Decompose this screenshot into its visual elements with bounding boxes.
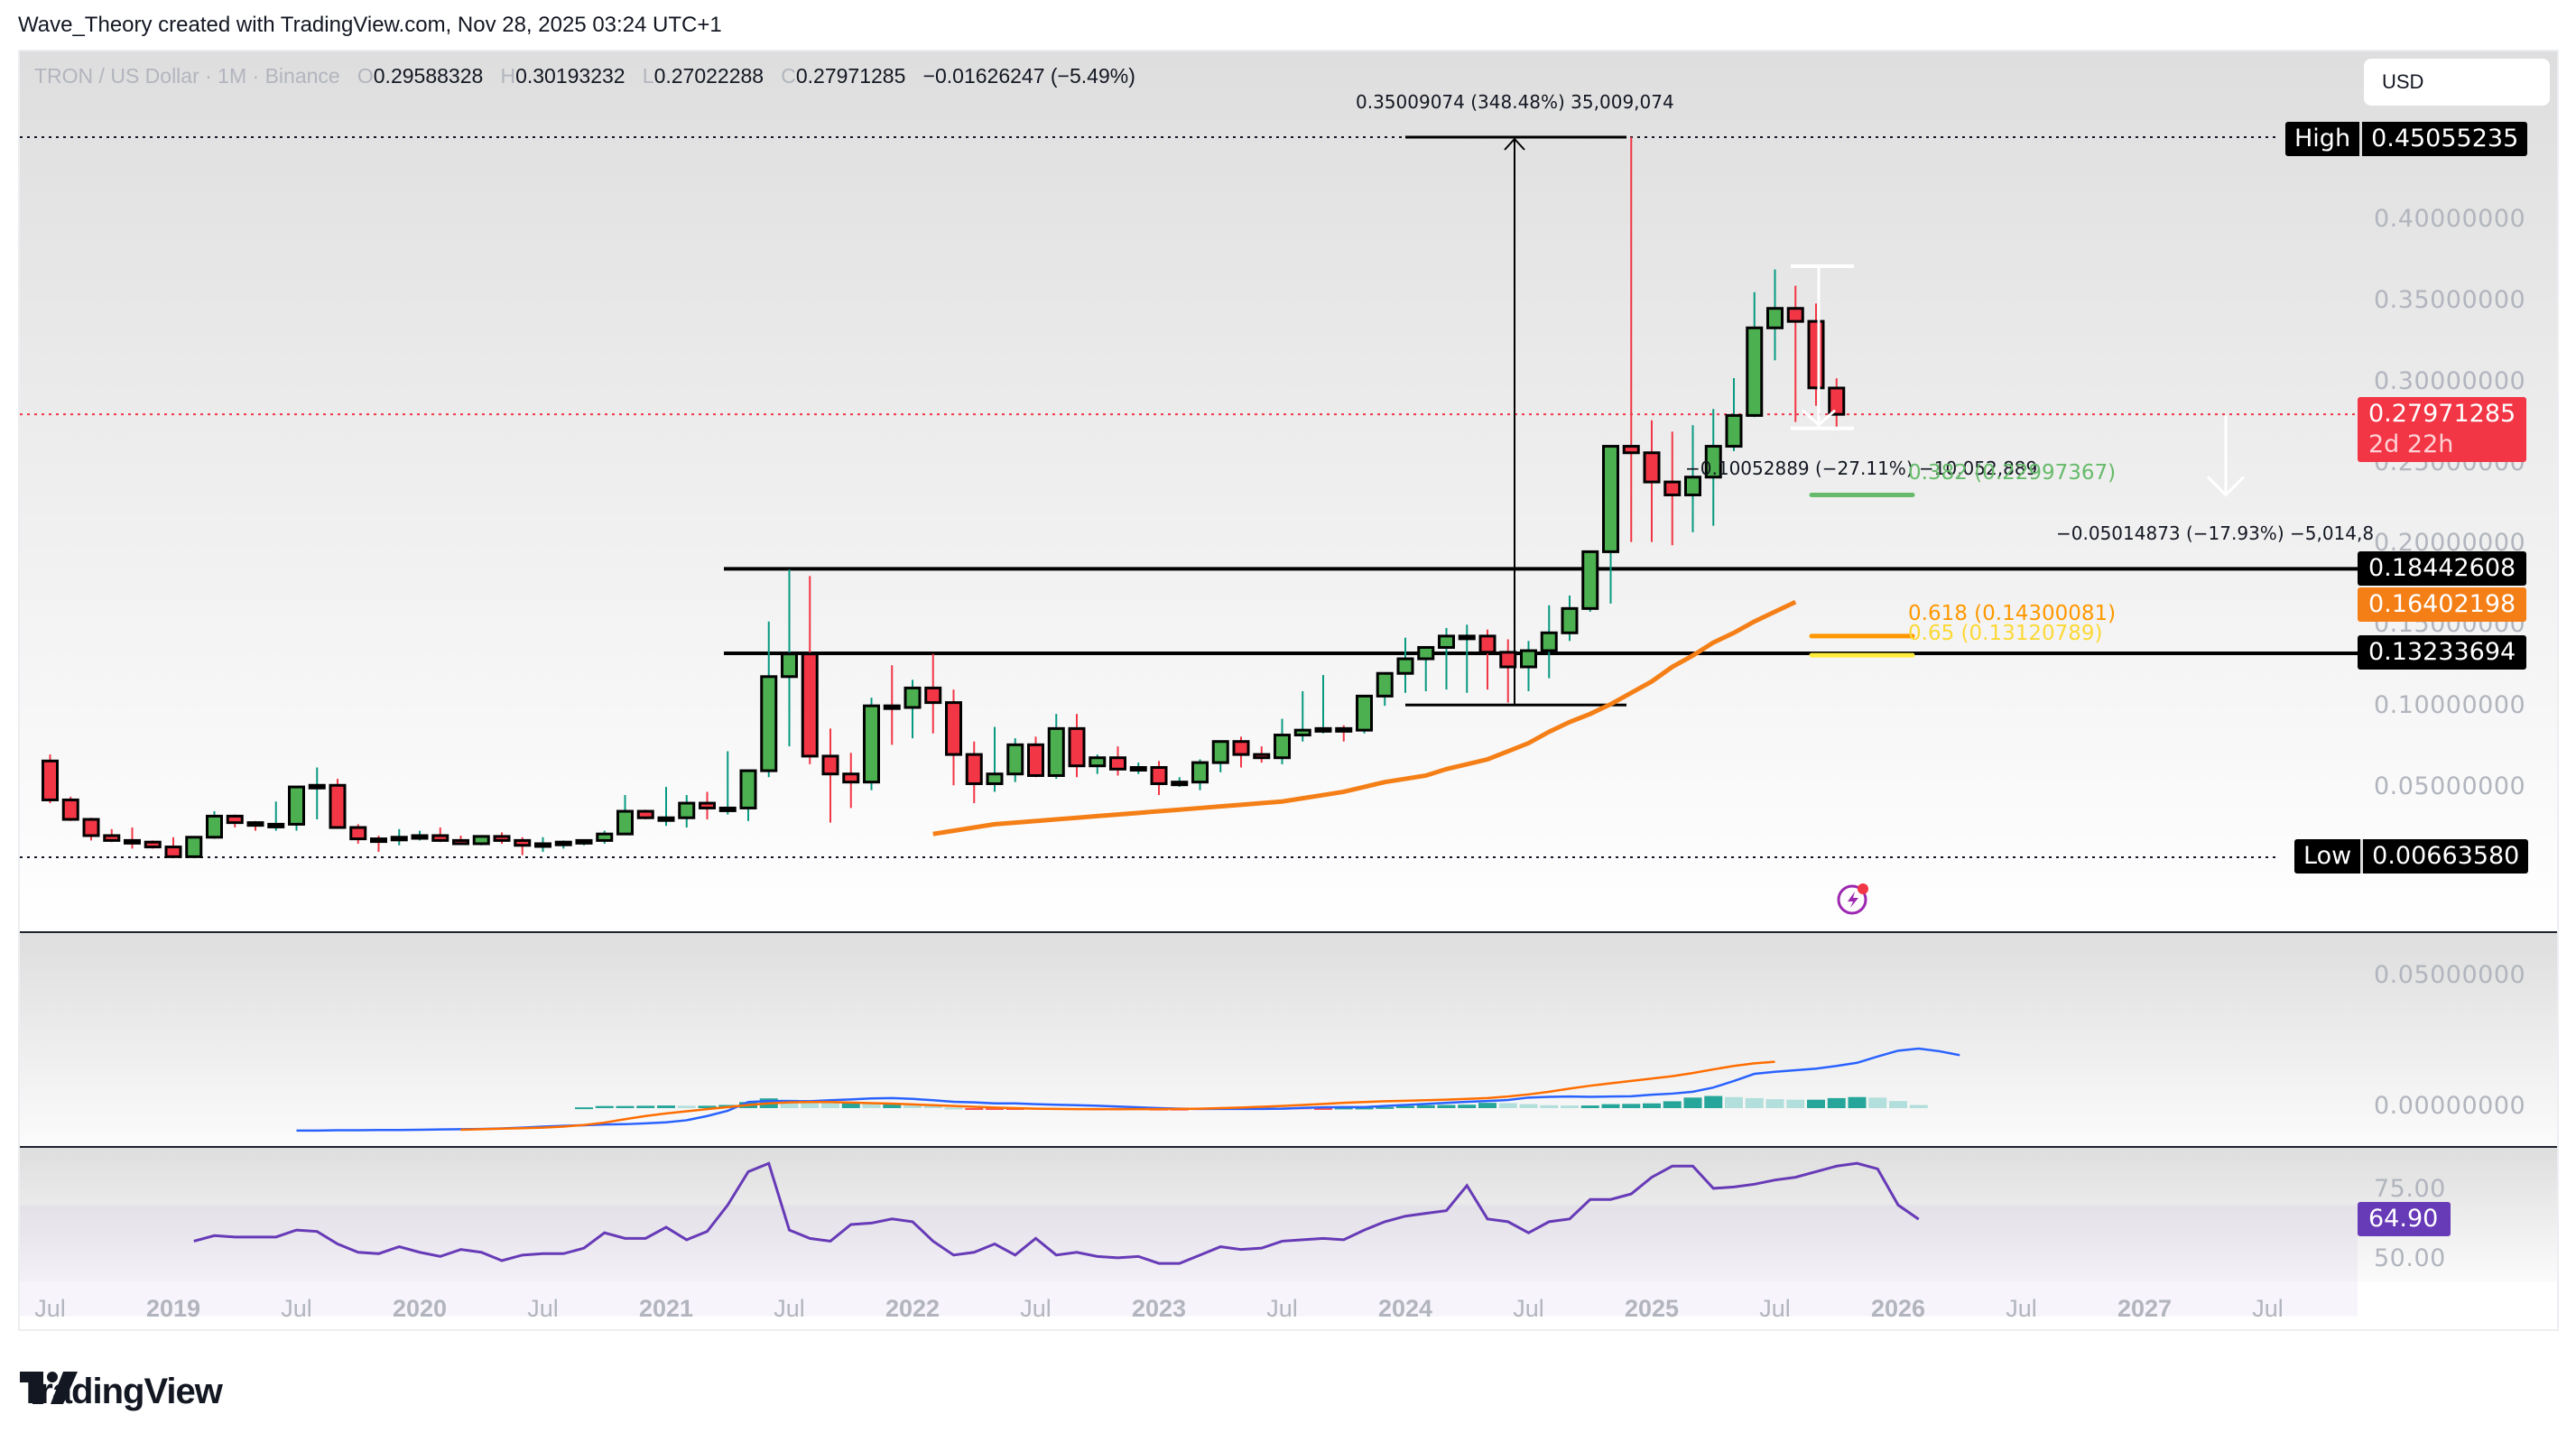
- time-tick: Jul: [774, 1295, 805, 1322]
- drop-measure-label-1: −0.10052889 (−27.11%) −10,052,889: [1685, 458, 2038, 479]
- high-value: 0.30193232: [515, 64, 625, 88]
- rsi-pane[interactable]: [20, 1148, 2557, 1281]
- rsi-value-tag: 64.90: [2358, 1202, 2451, 1236]
- low-price-tag: Low 0.00663580: [2294, 839, 2529, 874]
- time-tick: 2021: [638, 1295, 694, 1322]
- macd-pane[interactable]: [20, 933, 2557, 1146]
- pane-separator[interactable]: [20, 1146, 2557, 1148]
- time-tick: Jul: [1513, 1295, 1544, 1322]
- symbol-legend: TRON / US Dollar · 1M · Binance O0.29588…: [34, 64, 1135, 88]
- fib-65-label: 0.65 (0.13120789): [1908, 622, 2103, 645]
- last-price-tag: 0.27971285 2d 22h: [2358, 397, 2527, 462]
- drop-measure-label-2: −0.05014873 (−17.93%) −5,014,8: [2056, 522, 2375, 544]
- currency-button[interactable]: USD: [2364, 59, 2550, 106]
- time-tick: Jul: [1759, 1295, 1791, 1322]
- price-pane[interactable]: [20, 51, 2557, 931]
- time-tick: 2024: [1377, 1295, 1433, 1322]
- price-tick: 0.30000000: [2374, 366, 2526, 395]
- rally-measure-label: 0.35009074 (348.48%) 35,009,074: [1356, 91, 1674, 113]
- tradingview-logo-icon: [20, 1372, 78, 1404]
- tradingview-logo[interactable]: TradingView: [20, 1372, 223, 1411]
- rsi-tick: 75.00: [2374, 1175, 2446, 1203]
- price-tick: 0.40000000: [2374, 204, 2526, 233]
- fib-382-label: 0.382 (0.22997367): [1908, 461, 2117, 485]
- time-tick: Jul: [34, 1295, 66, 1322]
- time-tick: Jul: [527, 1295, 559, 1322]
- price-tick: 0.05000000: [2374, 772, 2526, 801]
- time-tick: Jul: [2006, 1295, 2037, 1322]
- time-tick: 2022: [885, 1295, 941, 1322]
- low-value: 0.27022288: [653, 64, 764, 88]
- time-tick: 2020: [392, 1295, 448, 1322]
- rsi-tick: 50.00: [2374, 1244, 2446, 1272]
- time-tick: Jul: [281, 1295, 312, 1322]
- symbol-title[interactable]: TRON / US Dollar · 1M · Binance: [34, 64, 340, 88]
- level-tag-2: 0.13233694: [2358, 635, 2527, 670]
- chart-caption: Wave_Theory created with TradingView.com…: [18, 13, 722, 37]
- time-tick: Jul: [1266, 1295, 1298, 1322]
- chart-frame: TRON / US Dollar · 1M · Binance O0.29588…: [18, 50, 2559, 1331]
- chart-plot: [20, 135, 2358, 1317]
- level-tag-1: 0.18442608: [2358, 551, 2527, 586]
- close-value: 0.27971285: [795, 64, 906, 88]
- pane-separator[interactable]: [20, 931, 2557, 933]
- fib-618-label: 0.618 (0.14300081): [1908, 602, 2117, 625]
- macd-tick: 0.00000000: [2374, 1092, 2526, 1120]
- time-tick: Jul: [1020, 1295, 1052, 1322]
- macd-tick: 0.05000000: [2374, 961, 2526, 989]
- bar-countdown: 2d 22h: [2368, 430, 2454, 458]
- price-tick: 0.10000000: [2374, 691, 2526, 720]
- time-tick: 2019: [145, 1295, 201, 1322]
- time-tick: 2027: [2117, 1295, 2173, 1322]
- change-value: −0.01626247 (−5.49%): [922, 64, 1135, 88]
- high-price-tag: High 0.45055235: [2285, 122, 2528, 156]
- time-tick: Jul: [2252, 1295, 2284, 1322]
- lightning-alert-icon[interactable]: [1836, 882, 1870, 916]
- ema-value-tag: 0.16402198: [2358, 587, 2527, 622]
- time-tick: 2025: [1624, 1295, 1680, 1322]
- open-value: 0.29588328: [373, 64, 484, 88]
- price-tick: 0.35000000: [2374, 285, 2526, 314]
- time-tick: 2026: [1870, 1295, 1926, 1322]
- time-tick: 2023: [1131, 1295, 1187, 1322]
